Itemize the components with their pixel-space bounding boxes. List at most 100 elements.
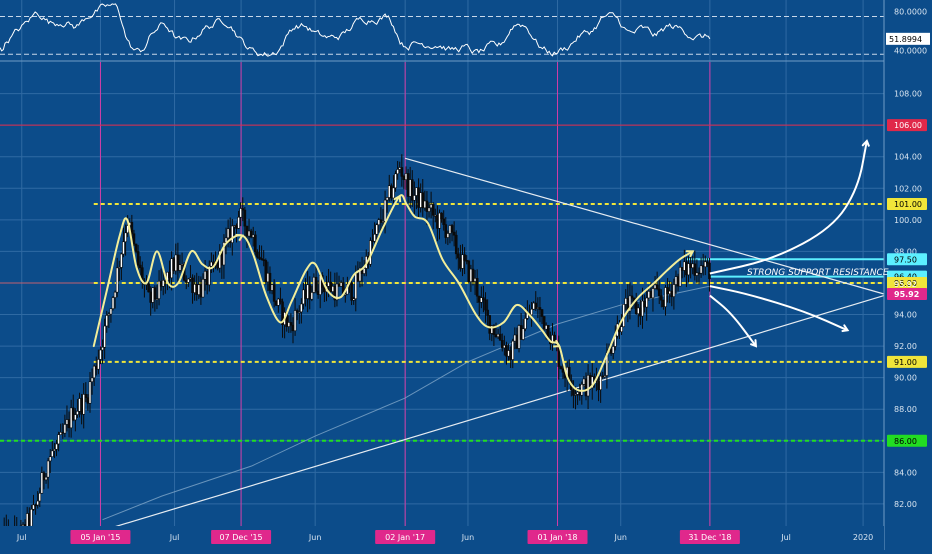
- candle-body: [415, 187, 418, 196]
- candle-body: [680, 267, 684, 271]
- candle-body: [187, 278, 190, 283]
- candle-body: [687, 263, 690, 276]
- indicator-axis-bg: [884, 0, 932, 61]
- candle-body: [245, 225, 249, 237]
- candle-body: [586, 375, 590, 397]
- candle-body: [385, 197, 389, 201]
- candle-body: [237, 216, 240, 229]
- candle-body: [51, 450, 54, 457]
- candle-body: [486, 309, 489, 316]
- candle-body: [32, 504, 35, 510]
- candle-body: [105, 315, 109, 327]
- candle-body: [685, 261, 688, 276]
- candle-body: [392, 187, 395, 199]
- last-price-tag: [887, 288, 927, 300]
- candle-body: [279, 298, 282, 303]
- candle-body: [580, 384, 584, 396]
- candle-body: [381, 221, 385, 223]
- candle-body: [668, 290, 671, 295]
- candle-body: [174, 254, 178, 272]
- candle-body: [180, 264, 184, 266]
- candle-body: [178, 264, 182, 271]
- trendline: [106, 295, 885, 530]
- wave-arrowhead: [393, 194, 402, 203]
- candle-body: [536, 307, 540, 309]
- candle-body: [440, 212, 443, 220]
- candle-body: [664, 287, 667, 308]
- candle-body: [65, 419, 69, 425]
- candle-body: [101, 346, 104, 351]
- price-tick-label: 108.00: [894, 90, 922, 99]
- candle-body: [515, 334, 519, 349]
- price-axis[interactable]: 108.00 106.00 104.00 102.00 100.00 98.00 96.00…: [883, 0, 932, 550]
- candle-body: [494, 334, 498, 337]
- candle-body: [295, 310, 299, 313]
- candle-body: [666, 287, 669, 295]
- candle-body: [657, 288, 661, 297]
- candle-body: [207, 265, 211, 286]
- candle-body: [310, 292, 314, 300]
- level-price-tag: [887, 198, 927, 211]
- level-price-tag-text: 97.50: [894, 255, 917, 264]
- candle-body: [477, 295, 481, 303]
- time-marker-tag: [211, 530, 272, 544]
- candle-body: [69, 407, 73, 429]
- candle-body: [151, 287, 155, 303]
- candle-body: [404, 173, 408, 180]
- candle-body: [99, 349, 102, 360]
- candle-body: [331, 286, 335, 292]
- candle-body: [620, 326, 623, 333]
- candle-body: [590, 376, 594, 389]
- moving-average-line: [102, 285, 710, 521]
- candle-body: [76, 411, 79, 415]
- time-axis[interactable]: Jul 05 Jan '15 Jul 07 Dec '15 Jun 02 Jan '17 J…: [0, 526, 884, 550]
- candle-body: [429, 204, 433, 209]
- projection-path: [709, 285, 848, 332]
- candle-body: [40, 472, 44, 494]
- candle-body: [561, 368, 565, 373]
- candle-body: [354, 273, 358, 300]
- candle-body: [390, 185, 393, 199]
- candle-body: [86, 397, 90, 404]
- candle-body: [379, 219, 383, 223]
- candle-body: [297, 311, 301, 314]
- price-tick-label: 100.00: [894, 216, 922, 225]
- candle-body: [251, 234, 255, 238]
- candle-body: [538, 307, 542, 310]
- candle-body: [27, 513, 31, 527]
- candle-body: [645, 297, 648, 308]
- candle-body: [254, 234, 257, 253]
- candle-body: [582, 378, 586, 385]
- candle-body: [197, 284, 201, 295]
- time-marker-label: 31 Dec '18: [688, 533, 731, 542]
- candle-body: [339, 282, 343, 287]
- candle-body: [53, 448, 56, 452]
- candle-body: [243, 209, 247, 227]
- candle-body: [643, 300, 646, 308]
- candle-body: [503, 345, 506, 349]
- candle-body: [157, 280, 161, 299]
- trendlines: [102, 157, 885, 530]
- candle-body: [394, 173, 397, 189]
- candle-body: [147, 283, 150, 293]
- candle-body: [201, 279, 205, 298]
- projection-arrowhead: [841, 324, 850, 333]
- candle-body: [344, 293, 347, 296]
- candle-body: [306, 284, 309, 299]
- candle-body: [205, 271, 209, 286]
- candle-body: [438, 212, 441, 229]
- candle-body: [260, 258, 263, 260]
- candle-body: [111, 297, 115, 309]
- candle-body: [94, 365, 98, 370]
- candle-body: [410, 179, 414, 201]
- candle-body: [57, 434, 60, 445]
- candle-body: [61, 432, 65, 434]
- candle-body: [63, 424, 67, 434]
- candle-body: [262, 259, 265, 261]
- indicator-pane: 80.0000 40.0000 51.8994: [0, 0, 932, 61]
- candle-body: [161, 280, 165, 287]
- candle-body: [599, 375, 602, 391]
- wave-arrowhead: [235, 233, 245, 242]
- price-tick-label: 84.00: [894, 468, 917, 477]
- price-tick-label: 94.00: [894, 311, 917, 320]
